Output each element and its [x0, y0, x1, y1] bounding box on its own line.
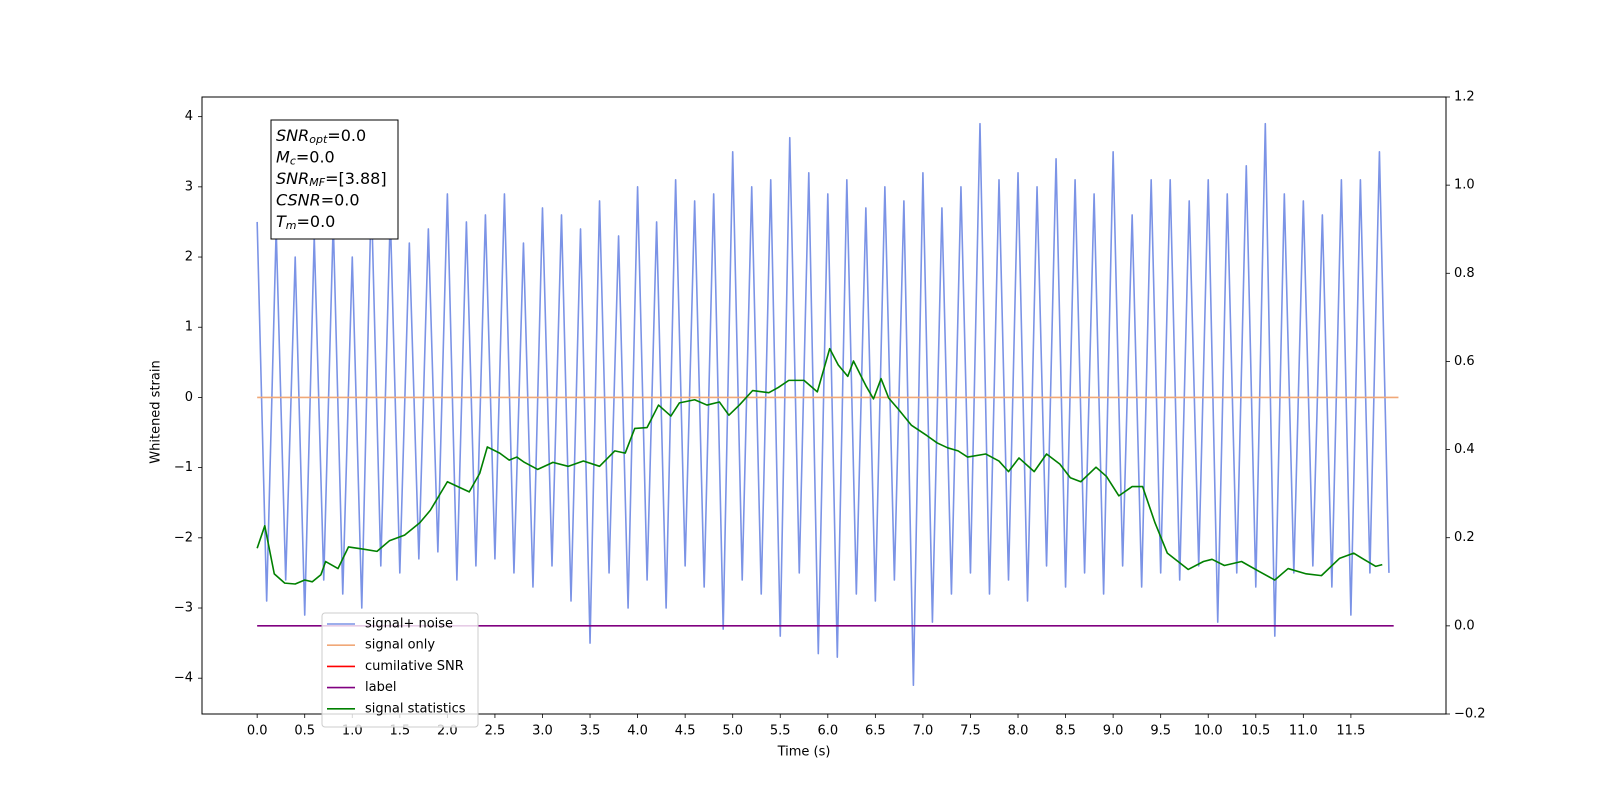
annotation-base: M	[276, 147, 290, 166]
x-axis-label: Time (s)	[777, 745, 831, 760]
series-line	[256, 347, 1383, 585]
series-line	[256, 122, 1390, 687]
annotation-text: =0.0	[327, 126, 366, 145]
annotation-sub: MF	[309, 176, 325, 189]
x-tick-label: 5.5	[770, 724, 791, 739]
x-tick-label: 0.0	[247, 724, 268, 739]
y2-tick-label: 0.8	[1454, 266, 1475, 281]
annotation: Mc=0.0	[276, 147, 335, 168]
y-tick-label: −1	[174, 460, 193, 475]
annotation-base: SNR	[276, 126, 309, 145]
legend-label: signal statistics	[365, 701, 466, 716]
legend-label: label	[365, 680, 396, 695]
annotation-sub: opt	[309, 133, 328, 146]
y-tick-label: 4	[185, 109, 193, 124]
x-tick-label: 4.0	[627, 724, 648, 739]
x-tick-label: 0.5	[294, 724, 315, 739]
x-tick-label: 3.0	[532, 724, 553, 739]
x-tick-label: 10.5	[1241, 724, 1270, 739]
x-tick-label: 9.5	[1150, 724, 1171, 739]
y-tick-label: 1	[185, 320, 193, 335]
annotation: SNRMF=[3.88]	[276, 169, 387, 190]
y-tick-label: −3	[174, 601, 193, 616]
y2-tick-label: 0.4	[1454, 442, 1475, 457]
y-tick-label: 0	[185, 390, 193, 405]
x-tick-label: 10.0	[1194, 724, 1223, 739]
y2-tick-label: 1.0	[1454, 178, 1475, 193]
x-tick-label: 11.5	[1336, 724, 1365, 739]
x-tick-label: 2.5	[485, 724, 506, 739]
legend-label: cumilative SNR	[365, 659, 464, 674]
annotation-base: T	[276, 212, 287, 231]
y2-tick-label: 0.0	[1454, 618, 1475, 633]
x-tick-label: 11.0	[1289, 724, 1318, 739]
legend-label: signal only	[365, 638, 435, 653]
annotation-text: =[3.88]	[325, 169, 387, 188]
x-tick-label: 6.5	[865, 724, 886, 739]
legend-box	[321, 612, 479, 728]
x-tick-label: 8.5	[1055, 724, 1076, 739]
y2-tick-label: 0.6	[1454, 354, 1475, 369]
x-tick-label: 6.0	[817, 724, 838, 739]
x-tick-label: 4.5	[675, 724, 696, 739]
y2-tick-label: 1.2	[1454, 90, 1475, 105]
annotation: CSNR=0.0	[276, 190, 360, 209]
x-tick-label: 7.0	[913, 724, 934, 739]
annotation-sub: m	[286, 219, 297, 232]
annotation-text: =0.0	[321, 190, 360, 209]
y2-tick-label: −0.2	[1454, 707, 1486, 722]
annotation: SNRopt=0.0	[276, 126, 366, 147]
annotation-sub: c	[290, 155, 296, 168]
x-tick-label: 3.5	[580, 724, 601, 739]
annotation-text: =0.0	[297, 212, 336, 231]
x-tick-label: 8.0	[1008, 724, 1029, 739]
y-tick-label: −4	[174, 671, 193, 686]
y2-tick-label: 0.2	[1454, 530, 1475, 545]
annotation-base: SNR	[276, 169, 309, 188]
annotation-base: CSNR	[276, 190, 321, 209]
legend-label: signal+ noise	[365, 617, 453, 632]
y-tick-label: 3	[185, 179, 193, 194]
axes-frame	[201, 96, 1447, 715]
x-tick-label: 5.0	[722, 724, 743, 739]
y-axis-label: Whitened strain	[149, 360, 164, 463]
x-tick-label: 9.0	[1103, 724, 1124, 739]
annotation: Tm=0.0	[276, 212, 335, 233]
annotation-box	[270, 119, 399, 240]
x-tick-label: 7.5	[960, 724, 981, 739]
y-tick-label: −2	[174, 530, 193, 545]
annotation-text: =0.0	[296, 147, 335, 166]
y-tick-label: 2	[185, 250, 193, 265]
